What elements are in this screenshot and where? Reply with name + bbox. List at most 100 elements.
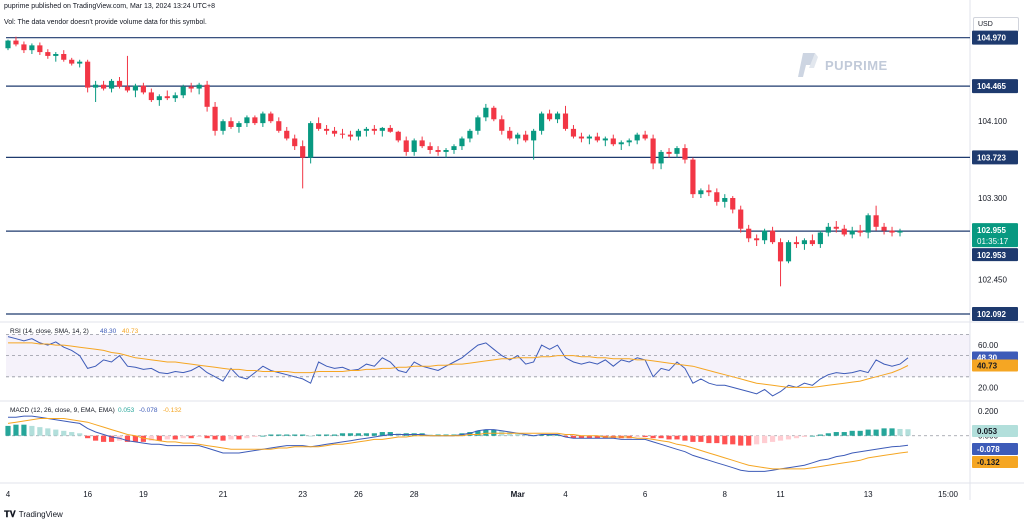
candle-body bbox=[658, 151, 664, 164]
macd-histogram-bar bbox=[562, 435, 569, 437]
macd-histogram-bar bbox=[204, 435, 210, 439]
candle-body bbox=[212, 106, 218, 131]
macd-histogram-bar bbox=[730, 435, 736, 445]
candle-body bbox=[610, 138, 616, 145]
macd-histogram-bar bbox=[586, 435, 592, 439]
candle-body bbox=[331, 130, 338, 134]
macd-value-tag-bg bbox=[972, 443, 1018, 455]
rsi-line bbox=[7, 336, 909, 397]
macd-value-tag-bg bbox=[972, 425, 1018, 437]
time-tick-label: 16 bbox=[83, 490, 92, 499]
time-tick-label: 6 bbox=[643, 490, 648, 499]
time-tick-label: 13 bbox=[864, 490, 873, 499]
macd-histogram-bar bbox=[53, 429, 59, 436]
candle-body bbox=[45, 52, 51, 56]
time-tick-label: 19 bbox=[139, 490, 148, 499]
macd-histogram-bar bbox=[515, 433, 521, 436]
candle-body bbox=[459, 138, 465, 147]
candle-body bbox=[578, 136, 585, 139]
rsi-tick-label: 20.00 bbox=[978, 383, 999, 392]
candle-body bbox=[268, 113, 274, 122]
macd-histogram-bar bbox=[435, 434, 441, 436]
candle-body bbox=[443, 150, 449, 152]
macd-histogram-bar bbox=[244, 435, 250, 439]
candle-body bbox=[690, 159, 696, 195]
candle-body bbox=[889, 230, 895, 233]
rsi-title: RSI (14, close, SMA, 14, 2) bbox=[10, 328, 89, 335]
macd-histogram-bar bbox=[507, 432, 513, 436]
level-tag-label: 104.970 bbox=[977, 34, 1006, 43]
candle-body bbox=[29, 45, 35, 51]
candle-body bbox=[793, 242, 800, 245]
candle-body bbox=[308, 123, 314, 158]
candle-body bbox=[546, 113, 553, 120]
macd-histogram-bar bbox=[746, 435, 752, 446]
candle-body bbox=[523, 134, 529, 141]
macd-histogram-bar bbox=[108, 435, 115, 442]
candle-body bbox=[539, 113, 545, 131]
macd-histogram-bar bbox=[347, 433, 354, 436]
macd-histogram-bar bbox=[714, 435, 720, 444]
candle-body bbox=[730, 198, 736, 210]
macd-histogram-bar bbox=[284, 434, 290, 436]
candle-body bbox=[156, 96, 162, 101]
macd-histogram-bar bbox=[570, 435, 577, 439]
macd-histogram-bar bbox=[148, 435, 154, 441]
candle-body bbox=[554, 113, 561, 120]
macd-histogram-bar bbox=[841, 432, 847, 436]
candle-body bbox=[531, 130, 537, 141]
macd-value-tag: -0.132 bbox=[977, 458, 1000, 467]
candle-body bbox=[642, 134, 648, 139]
candle-body bbox=[841, 228, 847, 235]
brand-logo-text: PUPRIME bbox=[825, 57, 888, 73]
candle-body bbox=[244, 117, 250, 124]
candle-body bbox=[395, 131, 401, 141]
candle-body bbox=[379, 127, 385, 131]
level-tag-label: 103.723 bbox=[977, 153, 1006, 162]
macd-histogram-bar bbox=[650, 435, 656, 439]
macd-histogram-bar bbox=[857, 430, 863, 436]
candle-body bbox=[586, 136, 592, 139]
countdown-label: 01:35:17 bbox=[977, 237, 1009, 246]
macd-histogram-bar bbox=[156, 435, 162, 441]
candle-body bbox=[714, 192, 720, 202]
macd-histogram-bar bbox=[132, 435, 139, 442]
macd-histogram-bar bbox=[268, 434, 274, 436]
candle-body bbox=[626, 140, 632, 143]
candle-body bbox=[427, 146, 433, 150]
candle-body bbox=[387, 127, 393, 132]
last-price-label: 102.955 bbox=[977, 226, 1006, 235]
candle-body bbox=[196, 84, 202, 89]
macd-histogram-bar bbox=[292, 434, 298, 436]
macd-histogram-bar bbox=[172, 435, 178, 440]
rsi-ma-value-tag-bg bbox=[972, 359, 1018, 372]
macd-histogram-bar bbox=[339, 433, 346, 436]
candle-body bbox=[236, 123, 242, 127]
level-tag-bg bbox=[972, 150, 1018, 165]
candle-body bbox=[260, 113, 266, 124]
candle-body bbox=[817, 232, 823, 245]
macd-histogram-bar bbox=[809, 435, 815, 437]
candle-body bbox=[85, 61, 91, 88]
candle-body bbox=[180, 86, 186, 96]
macd-histogram-bar bbox=[634, 435, 640, 437]
macd-histogram-bar bbox=[594, 435, 600, 439]
macd-line bbox=[8, 415, 909, 472]
macd-histogram-bar bbox=[690, 435, 696, 442]
candle-body bbox=[172, 95, 178, 99]
macd-histogram-bar bbox=[889, 428, 895, 436]
candle-body bbox=[515, 134, 521, 139]
macd-histogram-bar bbox=[236, 435, 242, 440]
level-tag-label: 102.092 bbox=[977, 310, 1006, 319]
candle-body bbox=[403, 140, 409, 152]
macd-histogram-bar bbox=[825, 433, 831, 436]
price-tick-label: 103.300 bbox=[978, 194, 1007, 203]
candle-body bbox=[411, 140, 417, 152]
candle-body bbox=[746, 228, 752, 239]
candle-body bbox=[499, 119, 505, 131]
puprime-logo-icon bbox=[798, 53, 818, 77]
macd-histogram-bar bbox=[188, 435, 194, 439]
macd-histogram-bar bbox=[674, 435, 680, 440]
candle-body bbox=[475, 117, 481, 131]
